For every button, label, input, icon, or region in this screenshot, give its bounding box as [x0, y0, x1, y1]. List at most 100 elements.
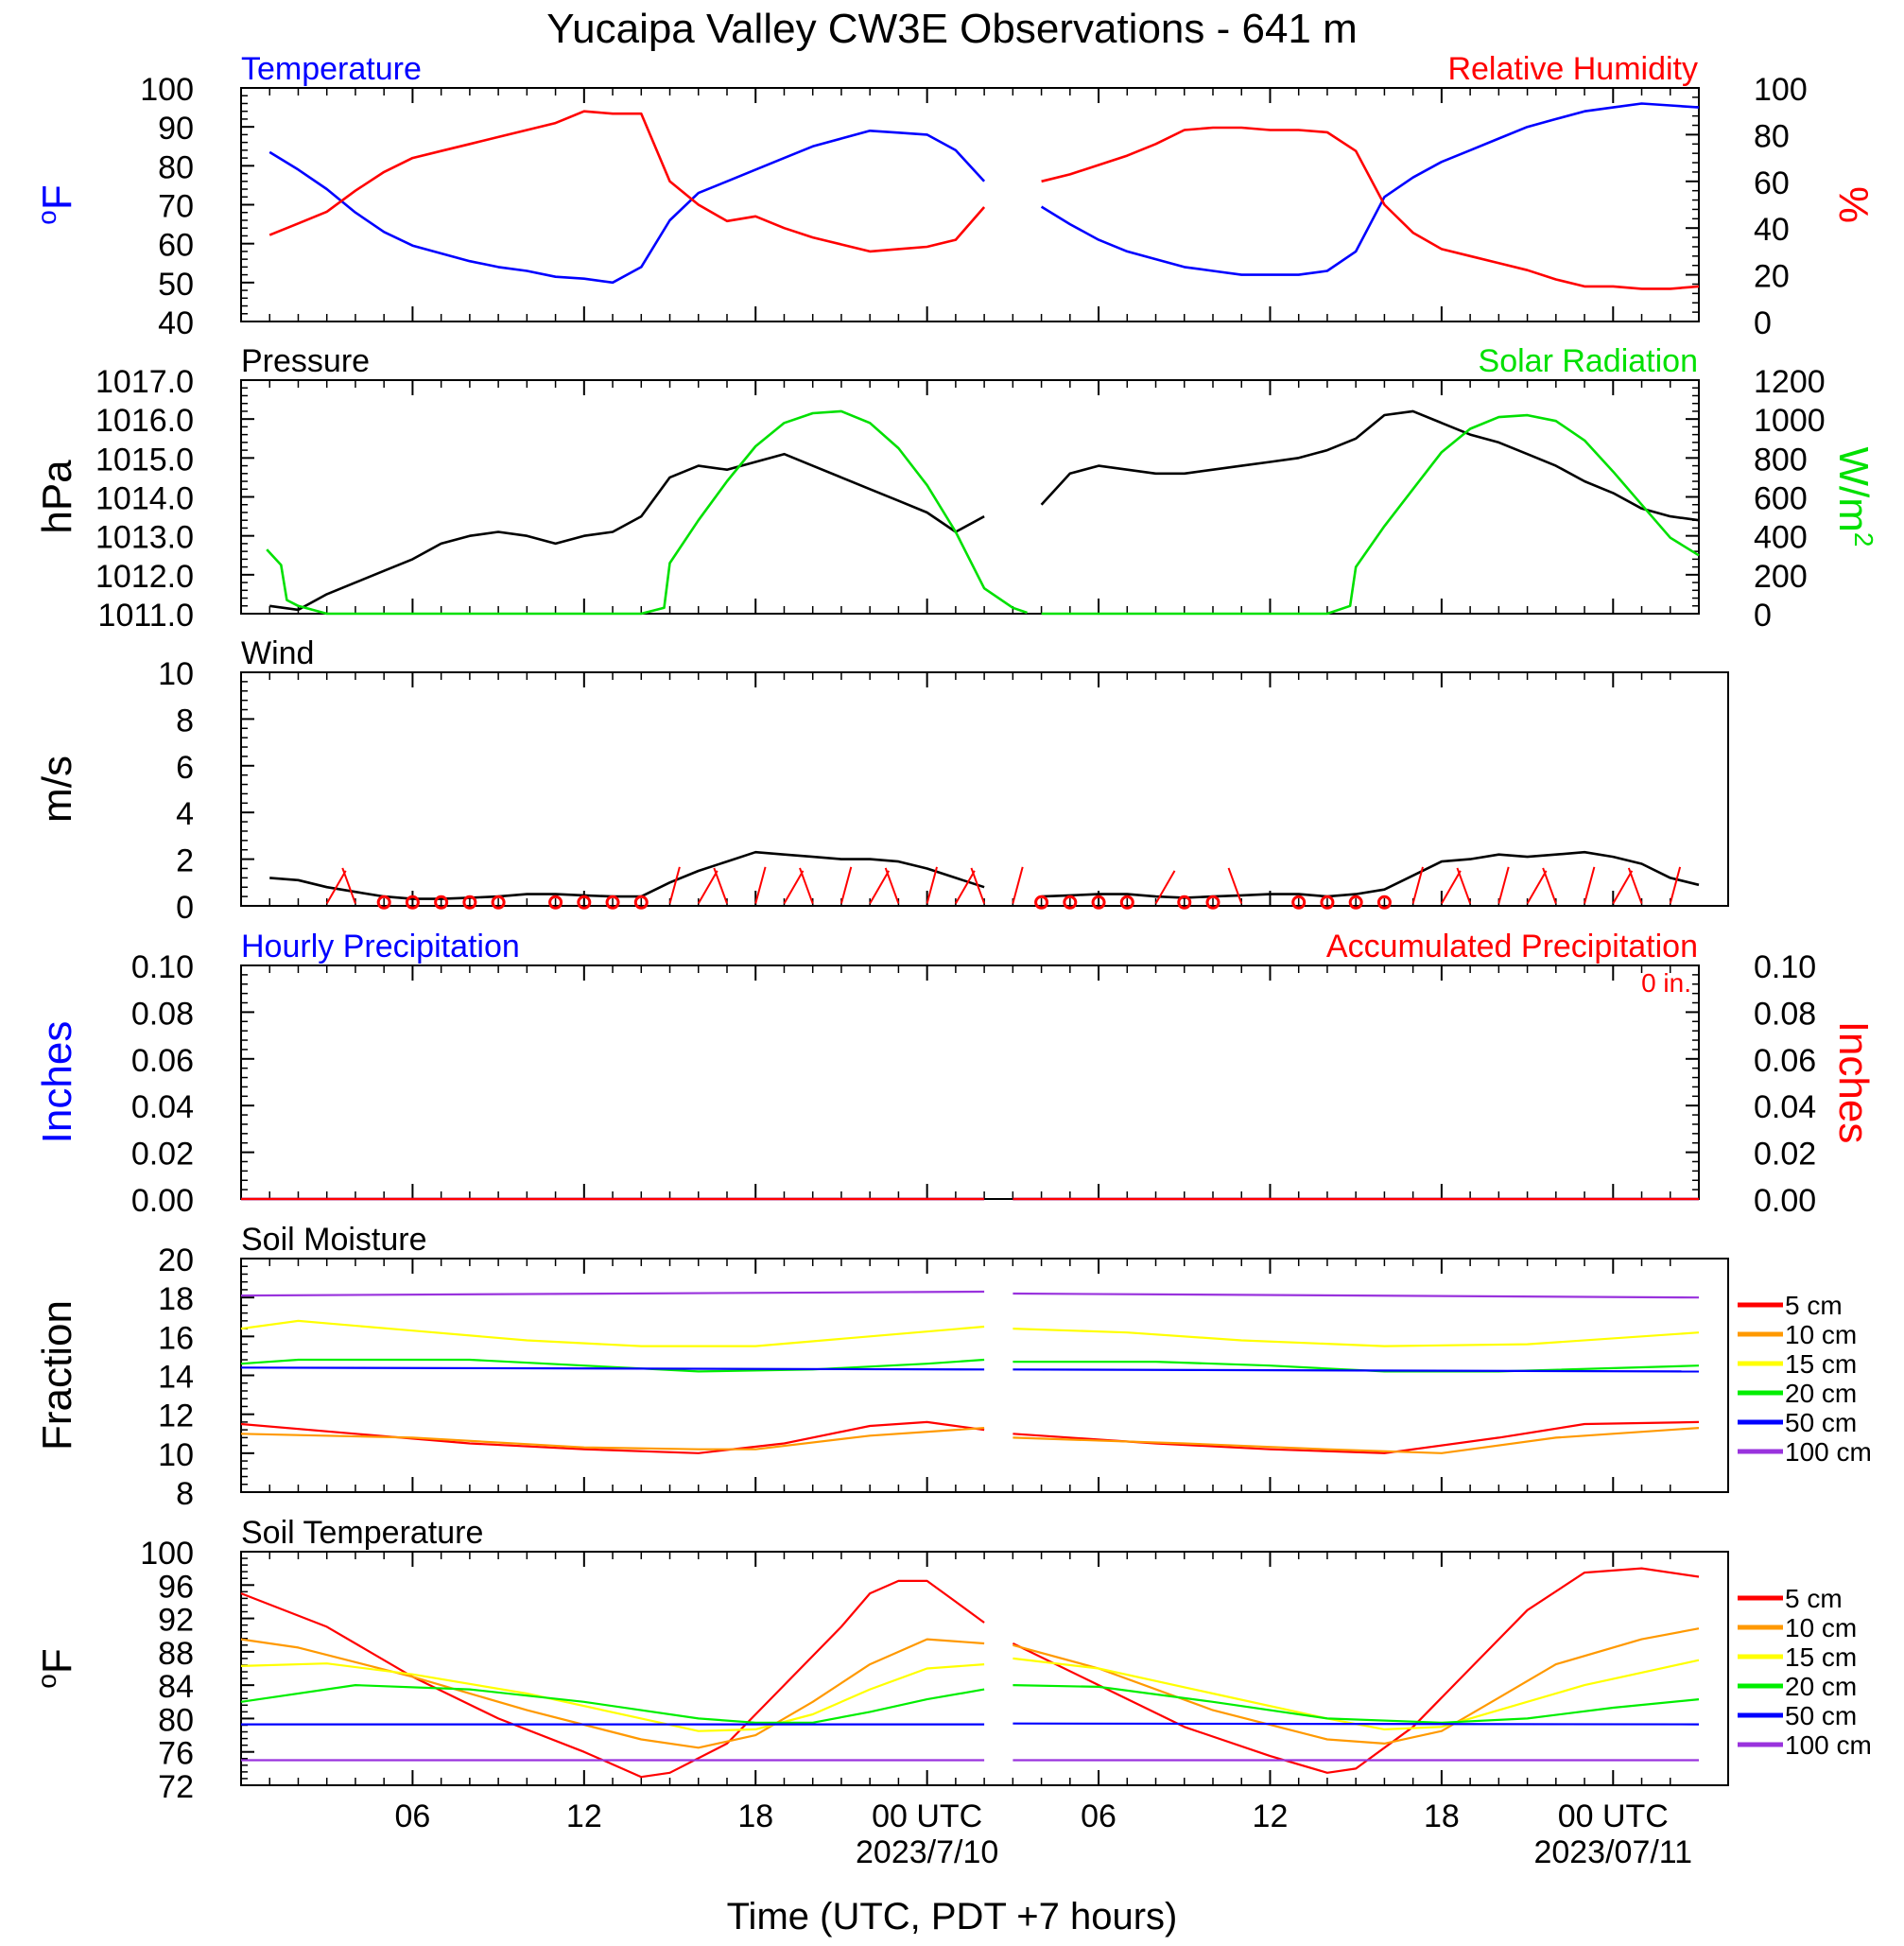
y-axis-label-left: Inches	[34, 1021, 80, 1144]
y-tick-label-right: 1200	[1754, 364, 1826, 400]
wind-barb	[1612, 870, 1634, 905]
y-tick-label-left: 80	[158, 1702, 194, 1738]
degree-mark: o	[32, 1674, 61, 1689]
calm-wind-marker	[1291, 895, 1307, 910]
y-tick-label-left: 1016.0	[95, 403, 194, 439]
y-tick-label-right: 1000	[1754, 403, 1826, 439]
wind-barb	[1526, 870, 1548, 905]
panel-title-left: Wind	[241, 635, 314, 671]
y-axis-label-right: Inches	[1830, 1021, 1877, 1144]
panel-title-left: Soil Moisture	[241, 1222, 427, 1258]
panel-wind: 10 8 6 4 2 0 Wind m/s	[34, 635, 1729, 926]
calm-wind-marker	[376, 895, 391, 910]
legend-label: 100 cm	[1785, 1730, 1872, 1760]
wind-barb	[1441, 870, 1462, 905]
time-tick-label: 06	[394, 1798, 430, 1834]
y-tick-label-right: 80	[1754, 118, 1790, 154]
y-tick-label-right: 400	[1754, 520, 1808, 556]
series-wind	[269, 850, 985, 900]
legend-label: 10 cm	[1785, 1320, 1857, 1349]
time-tick-label: 18	[1424, 1798, 1460, 1834]
calm-wind-marker	[405, 895, 420, 910]
series-temperature-day2	[1040, 102, 1700, 276]
y-tick-label-right: 0.10	[1754, 949, 1816, 985]
series-pressure-day2	[1040, 409, 1700, 522]
calm-wind-marker	[548, 895, 563, 910]
legend-label: 100 cm	[1785, 1437, 1872, 1467]
y-axis-label-left: Fraction	[34, 1300, 80, 1451]
wind-barb	[1012, 866, 1024, 904]
wind-barb	[754, 866, 767, 904]
calm-wind-marker	[1119, 895, 1134, 910]
y-tick-label-left: 0.06	[131, 1043, 194, 1079]
calm-wind-marker	[1063, 895, 1078, 910]
y-tick-label-left: 50	[158, 267, 194, 303]
series-5-cm	[240, 1579, 985, 1779]
series-10-cm	[240, 1427, 985, 1451]
precip-annotation: 0 in.	[1641, 968, 1691, 998]
y-tick-label-left: 6	[176, 750, 194, 786]
y-tick-label-left: 80	[158, 149, 194, 185]
wind-barb	[839, 866, 853, 904]
panel-precip: 0.10 0.08 0.06 0.04 0.02 0.00 0.10 0.08 0.06 0.04…	[34, 929, 1877, 1219]
y-axis-label-left: m/s	[34, 756, 80, 823]
series-15-cm-day2	[1013, 1328, 1700, 1347]
calm-wind-marker	[633, 895, 649, 910]
y-tick-label-right: 600	[1754, 481, 1808, 517]
y-tick-label-left: 10	[158, 656, 194, 692]
y-tick-label-left: 10	[158, 1437, 194, 1473]
series-temperature	[268, 130, 986, 285]
series-solar-radiation	[266, 409, 1028, 616]
time-tick-label: 00 UTC	[872, 1798, 982, 1834]
calm-wind-marker	[462, 895, 477, 910]
y-tick-label-left: 100	[140, 1536, 194, 1572]
series-50-cm-day2	[1013, 1722, 1700, 1726]
y-tick-label-left: 76	[158, 1736, 194, 1772]
panel-title-left: Pressure	[241, 343, 370, 379]
y-tick-label-left: 84	[158, 1669, 194, 1705]
y-tick-label-left: 90	[158, 111, 194, 147]
calm-wind-marker	[577, 895, 592, 910]
wind-barb	[1411, 866, 1424, 904]
y-tick-label-left: 70	[158, 189, 194, 225]
y-tick-label-left: 92	[158, 1603, 194, 1639]
y-tick-label-left: 0	[176, 890, 194, 926]
y-tick-label-left: 88	[158, 1636, 194, 1672]
wind-barb	[799, 867, 814, 904]
calm-wind-marker	[1205, 895, 1220, 910]
calm-wind-marker	[605, 895, 620, 910]
wind-barb	[1497, 866, 1510, 904]
series-pressure	[269, 452, 985, 612]
legend-label: 15 cm	[1785, 1349, 1857, 1379]
panel-title-right: Solar Radiation	[1479, 343, 1698, 379]
series-100-cm-day2	[1013, 1292, 1700, 1299]
y-tick-label-right: 40	[1754, 212, 1790, 248]
y-tick-label-left: 1015.0	[95, 442, 194, 478]
wind-barb	[955, 870, 976, 905]
y-tick-label-right: 200	[1754, 559, 1808, 595]
y-tick-label-right: 0.02	[1754, 1137, 1816, 1173]
y-axis-label-left: oF	[32, 1648, 80, 1688]
series-10-cm	[240, 1638, 985, 1749]
date-label-day1: 2023/7/10	[856, 1834, 998, 1870]
unit-sq: 2	[1849, 532, 1878, 547]
wind-barb	[325, 870, 347, 905]
panel-title-left: Soil Temperature	[241, 1515, 483, 1551]
unit-wm: W/m	[1830, 447, 1877, 532]
calm-wind-marker	[1320, 895, 1335, 910]
unit-f: F	[34, 1648, 80, 1674]
wind-barb	[1627, 867, 1643, 904]
series-15-cm-day2	[1013, 1657, 1700, 1730]
wind-barb	[1154, 870, 1176, 905]
y-tick-label-left: 1013.0	[95, 520, 194, 556]
y-tick-label-left: 8	[176, 1476, 194, 1512]
legend-label: 5 cm	[1785, 1291, 1843, 1320]
series-relative-humidity-day2	[1041, 126, 1700, 290]
series-wind-day2	[1041, 850, 1700, 899]
wind-barb	[341, 867, 356, 904]
y-tick-label-left: 16	[158, 1320, 194, 1356]
series-15-cm	[240, 1662, 985, 1732]
